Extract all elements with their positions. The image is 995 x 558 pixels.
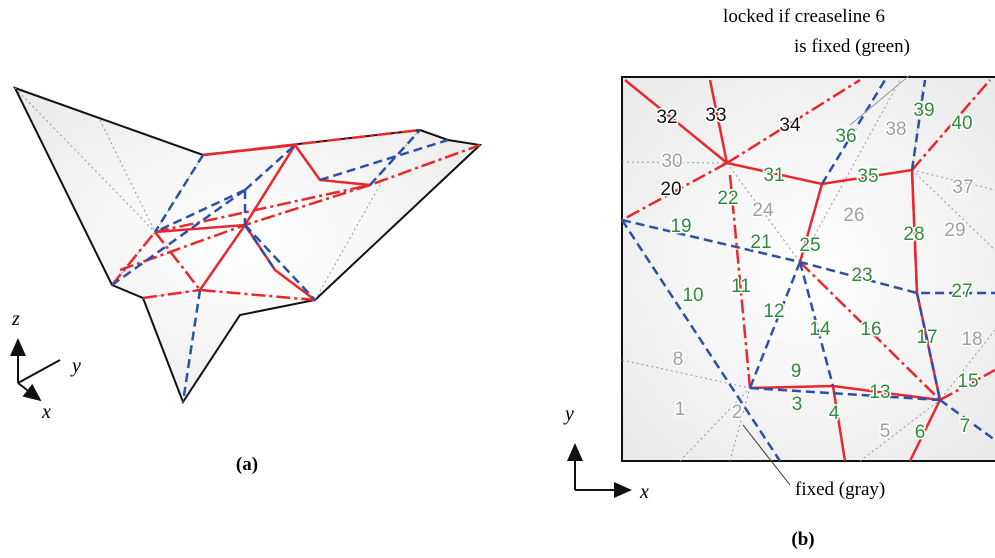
- panel-a: z y x (a): [11, 88, 480, 475]
- creaseline-label: 37: [952, 177, 973, 198]
- creaseline-label: 31: [763, 165, 784, 186]
- creaseline-label: 33: [705, 105, 726, 126]
- figure: z y x (a) 123456789101112131415161718192…: [0, 0, 995, 558]
- creaseline-label: 3: [792, 394, 803, 415]
- creaseline-label: 22: [717, 188, 738, 209]
- axis-label: x: [41, 401, 51, 423]
- creaseline-label: 36: [835, 126, 856, 147]
- annotation: is fixed (green): [794, 36, 910, 57]
- creaseline-label: 35: [857, 166, 878, 187]
- creaseline-label: 1: [675, 399, 686, 420]
- creaseline-label: 26: [843, 205, 864, 226]
- annotation: locked if creaseline 6: [723, 6, 885, 27]
- creaseline-label: 23: [851, 265, 872, 286]
- creaseline-label: 20: [660, 179, 681, 200]
- creaseline-label: 8: [673, 349, 684, 370]
- creaseline-label: 32: [656, 107, 677, 128]
- creaseline-label: 7: [960, 416, 971, 437]
- creaseline-label: 27: [951, 281, 972, 302]
- creaseline-label: 18: [961, 329, 982, 350]
- annotation: fixed (gray): [795, 479, 885, 500]
- creaseline-label: 10: [682, 285, 703, 306]
- creaseline-label: 6: [915, 422, 926, 443]
- creaseline-label: 24: [752, 200, 774, 221]
- creaseline-label: 4: [829, 403, 840, 424]
- caption: (b): [791, 529, 814, 550]
- creaseline-label: 38: [885, 119, 906, 140]
- creaseline-label: 2: [732, 402, 743, 423]
- axis-label: y: [70, 355, 81, 377]
- caption: (a): [236, 454, 258, 475]
- creaseline-label: 13: [869, 382, 890, 403]
- creaseline-label: 19: [670, 216, 691, 237]
- creaseline-label: 39: [913, 100, 934, 121]
- creaseline-label: 25: [799, 235, 820, 256]
- creaseline-label: 9: [791, 361, 802, 382]
- creaseline-label: 40: [951, 113, 972, 134]
- creaseline-label: 28: [903, 224, 924, 245]
- creaseline-label: 30: [661, 151, 682, 172]
- shape-outline: [15, 88, 480, 402]
- creaseline-label: 29: [944, 220, 965, 241]
- creaseline-label: 34: [779, 115, 801, 136]
- creaseline-label: 14: [809, 319, 831, 340]
- axis-arrows: [18, 340, 60, 400]
- axis-label: y: [563, 403, 574, 425]
- axis-label: z: [11, 308, 20, 330]
- creaseline-label: 17: [916, 327, 937, 348]
- creaseline-label: 15: [957, 371, 978, 392]
- creaseline-label: 5: [880, 421, 891, 442]
- creaseline-label: 12: [763, 301, 784, 322]
- creaseline-label: 16: [860, 319, 881, 340]
- axis-label: x: [639, 481, 649, 503]
- creaseline-label: 11: [731, 276, 751, 297]
- creaseline-label: 21: [750, 232, 771, 253]
